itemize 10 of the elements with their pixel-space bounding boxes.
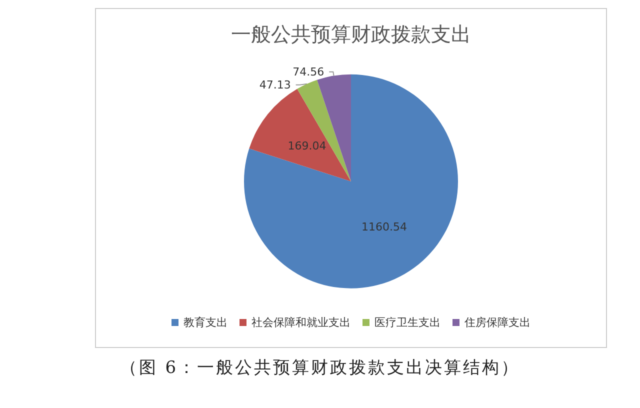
legend-label: 教育支出 — [184, 316, 228, 329]
legend-label: 医疗卫生支出 — [374, 316, 440, 329]
data-label: 47.13 — [259, 78, 291, 92]
legend-label: 住房保障支出 — [464, 316, 530, 329]
text: （图 6：一般公共预算财政拨款支出决算结构） — [118, 357, 522, 379]
legend-label: 社会保障和就业支出 — [252, 316, 350, 329]
chart-title: 一般公共预算财政拨款支出 — [231, 22, 471, 46]
data-label: 169.04 — [288, 139, 326, 152]
data-label: 1160.54 — [362, 220, 408, 234]
data-label: 74.56 — [292, 65, 324, 78]
